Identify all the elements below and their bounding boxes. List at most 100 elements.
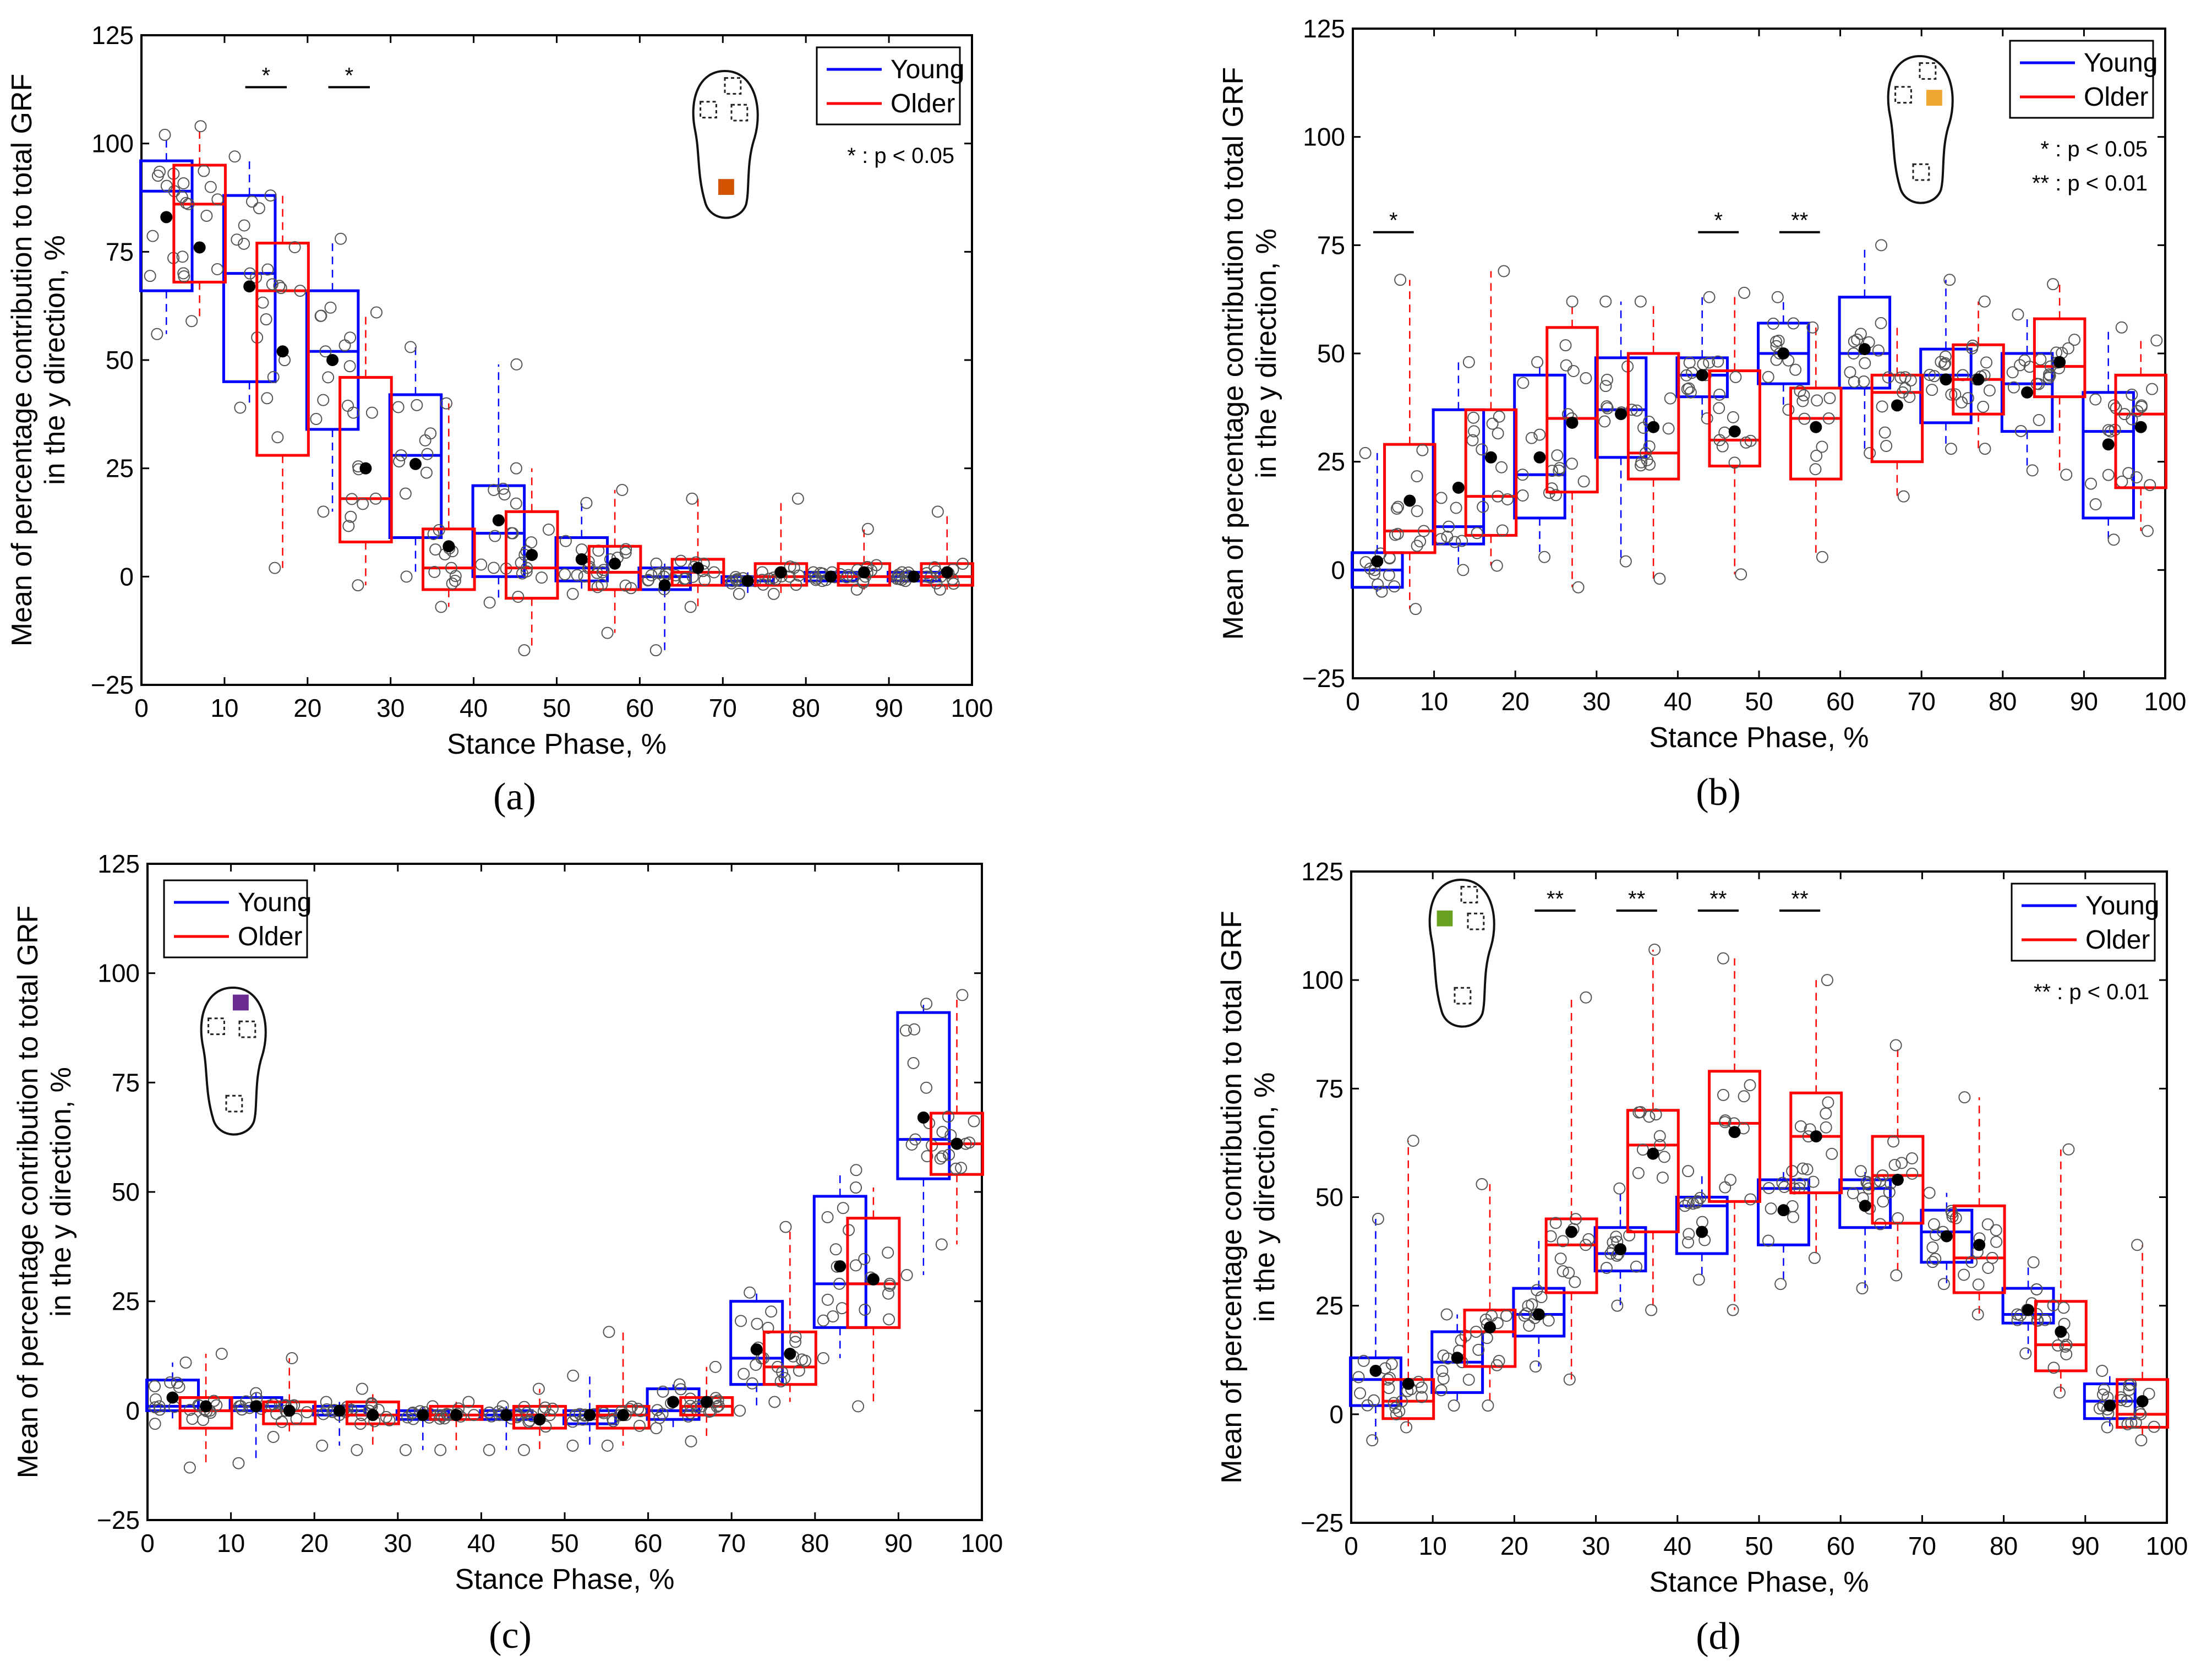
subject-point [429, 543, 442, 556]
mean-marker [1728, 1126, 1741, 1139]
subject-point [1967, 339, 1979, 352]
panel-c-box-older-9 [930, 989, 985, 1251]
panel-d-xtick-label: 60 [1827, 1532, 1855, 1560]
mean-marker [1858, 343, 1871, 356]
panel-d-series-young [1349, 1165, 2137, 1447]
subject-point [211, 263, 223, 275]
subject-point [1416, 1391, 1428, 1403]
panel-a-box-older-8 [837, 522, 892, 596]
mean-marker [1565, 1226, 1578, 1238]
subject-point [632, 1402, 645, 1415]
mean-marker [193, 241, 206, 254]
box-iqr [178, 1396, 233, 1430]
subject-point [2123, 1379, 2135, 1392]
subject-point [2068, 334, 2081, 346]
mean-marker [951, 1137, 963, 1150]
panel-a-box-older-3 [422, 397, 476, 613]
subject-point [1641, 454, 1653, 466]
subject-point [1811, 394, 1823, 407]
subject-point [1801, 1163, 1814, 1176]
subject-point [1789, 363, 1802, 376]
subject-point [446, 577, 458, 590]
subject-point [1962, 392, 1974, 405]
subject-point [1551, 449, 1564, 462]
legend-box [2011, 883, 2156, 962]
subject-point [1656, 1171, 1669, 1184]
subject-point [1863, 1182, 1875, 1195]
subject-point [2129, 1417, 2142, 1429]
subject-point [177, 177, 190, 189]
subject-point [580, 497, 593, 509]
panel-a-ylabel-line2: in the y direction, % [39, 235, 71, 485]
subject-point [2135, 400, 2148, 413]
subject-point [1366, 1434, 1379, 1447]
subject-point [921, 1150, 933, 1163]
subject-point [2006, 366, 2019, 379]
subject-point [763, 573, 775, 585]
subject-point [510, 497, 522, 510]
panel-c-box-young-9 [896, 998, 951, 1281]
panel-d-box-older-3 [1626, 943, 1680, 1316]
subject-point [1490, 1359, 1503, 1371]
mean-marker [941, 566, 953, 579]
panel-d-xtick-label: 20 [1500, 1532, 1528, 1560]
subject-point [1634, 295, 1647, 308]
box-iqr [504, 510, 559, 600]
subject-point [1493, 410, 1505, 423]
subject-point [1727, 411, 1739, 423]
box-iqr [255, 242, 310, 457]
subject-point [793, 1364, 805, 1377]
panel-b-box-young-5 [1757, 291, 1810, 416]
box-iqr [753, 562, 809, 587]
subject-point [1851, 333, 1864, 346]
subject-point [301, 1406, 313, 1419]
subject-point [365, 406, 378, 419]
subject-point [2131, 1239, 2144, 1251]
subject-point [173, 1381, 185, 1393]
subject-point [232, 1457, 245, 1469]
panel-d: 0 10 20 30 40 50 60 70 80 90 100−250255075100125St… [1216, 857, 2188, 1658]
subject-point [510, 462, 522, 475]
subject-point [322, 371, 335, 384]
subject-point [1820, 1107, 1832, 1120]
subject-point [1877, 1195, 1889, 1208]
subject-point [197, 1414, 210, 1426]
subject-point [1410, 603, 1422, 616]
box-iqr [305, 289, 360, 431]
mean-marker [443, 540, 455, 553]
panel-d-caption: (d) [1696, 1615, 1741, 1658]
subject-point [1956, 396, 1968, 409]
panel-d-box-older-7 [1952, 1091, 2006, 1321]
subject-point [1495, 461, 1508, 473]
box-iqr [172, 164, 227, 284]
panel-b-pvalue-legend: * : p < 0.05 [2040, 137, 2148, 161]
subject-point [266, 278, 278, 291]
panel-c-xtick-label: 100 [961, 1529, 1003, 1557]
subject-point [2030, 1283, 2043, 1295]
box-iqr [1513, 373, 1566, 520]
panel-a-series-young [139, 128, 941, 657]
mean-marker [2102, 438, 2115, 451]
subject-point [1530, 1360, 1542, 1373]
legend-young-label: Young [891, 55, 964, 84]
subject-point [2096, 1388, 2109, 1401]
subject-point [178, 270, 190, 282]
subject-point [2034, 353, 2047, 366]
subject-point [2060, 469, 2073, 481]
subject-point [149, 1380, 161, 1392]
mean-marker [1647, 421, 1660, 433]
subject-point [1744, 1193, 1757, 1206]
subject-point [1774, 1278, 1787, 1290]
subject-point [245, 195, 258, 208]
subject-point [269, 562, 281, 574]
subject-point [497, 482, 510, 495]
box-iqr [345, 1400, 400, 1425]
subject-point [352, 579, 364, 592]
subject-point [650, 1422, 663, 1435]
subject-point [1553, 462, 1566, 475]
subject-point [421, 448, 434, 460]
subject-point [1990, 1224, 2002, 1237]
subject-point [1533, 428, 1546, 441]
panel-a-xtick-label: 40 [460, 694, 488, 722]
panel-c-xtick-label: 60 [634, 1529, 662, 1557]
